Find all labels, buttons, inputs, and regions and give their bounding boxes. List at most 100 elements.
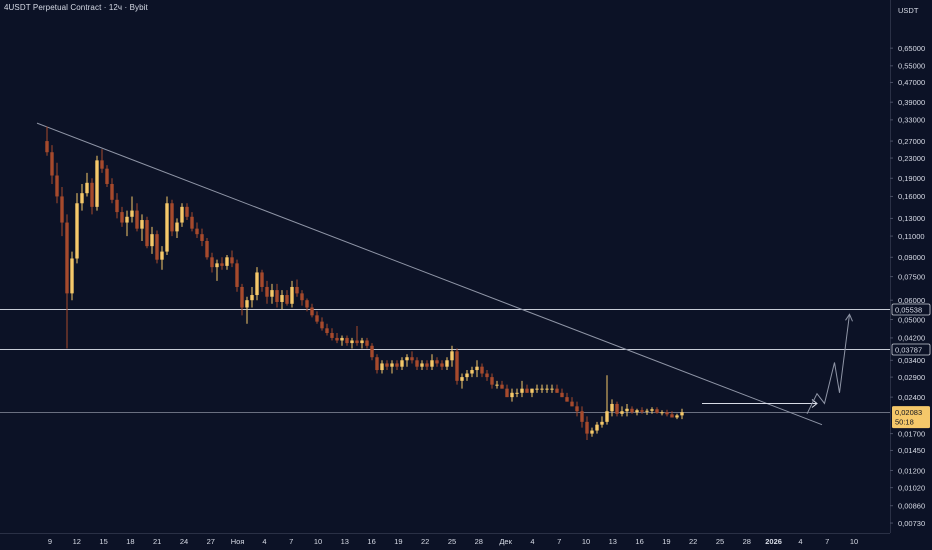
x-tick-label: 7 bbox=[825, 537, 829, 546]
candle-body bbox=[180, 206, 184, 223]
y-tick-label: 0,02900 bbox=[898, 373, 925, 382]
candle-body bbox=[520, 388, 524, 393]
y-tick-label: 0,01200 bbox=[898, 466, 925, 475]
candle-body bbox=[625, 408, 629, 412]
y-tick-label: 0,03400 bbox=[898, 356, 925, 365]
y-tick-label: 0,55000 bbox=[898, 62, 925, 71]
candle-body bbox=[70, 258, 74, 294]
y-tick-label: 0,00860 bbox=[898, 502, 925, 511]
x-tick-label: 22 bbox=[689, 537, 697, 546]
candle-body bbox=[320, 321, 324, 329]
chart-title: 4USDT Perpetual Contract · 12ч · Bybit bbox=[4, 3, 148, 12]
x-tick-label: 10 bbox=[314, 537, 322, 546]
candle-body bbox=[675, 415, 679, 418]
y-tick-label: 0,27000 bbox=[898, 137, 925, 146]
candle-body bbox=[370, 345, 374, 358]
candle-body bbox=[560, 392, 564, 398]
candle-body bbox=[225, 257, 229, 266]
candle-body bbox=[255, 272, 259, 296]
level-tag bbox=[891, 343, 931, 356]
candle-body bbox=[360, 340, 364, 344]
candle-body bbox=[445, 360, 449, 367]
y-tick-label: 0,23000 bbox=[898, 154, 925, 163]
candle-body bbox=[605, 411, 609, 422]
candle-body bbox=[315, 315, 319, 322]
x-tick-label: 12 bbox=[73, 537, 81, 546]
candle-body bbox=[280, 295, 284, 302]
x-tick-label: 27 bbox=[207, 537, 215, 546]
y-tick-label: 0,33000 bbox=[898, 116, 925, 125]
candle-body bbox=[275, 290, 279, 302]
candle-body bbox=[630, 408, 634, 413]
x-tick-label: 28 bbox=[475, 537, 483, 546]
candle-body bbox=[505, 388, 509, 398]
x-tick-label: 15 bbox=[99, 537, 107, 546]
y-tick-label: 0,07500 bbox=[898, 272, 925, 281]
current-price-countdown: 50:18 bbox=[895, 418, 914, 427]
candle-body bbox=[615, 403, 619, 414]
y-tick-label: 0,09000 bbox=[898, 253, 925, 262]
candle-body bbox=[410, 357, 414, 361]
y-tick-label: 0,02400 bbox=[898, 393, 925, 402]
price-axis-panel bbox=[890, 0, 932, 550]
candle-body bbox=[220, 263, 224, 266]
candle-body bbox=[195, 228, 199, 235]
candle-body bbox=[635, 410, 639, 413]
candle-body bbox=[585, 421, 589, 434]
candle-body bbox=[235, 263, 239, 287]
candle-body bbox=[125, 216, 129, 223]
x-tick-label: 24 bbox=[180, 537, 188, 546]
x-tick-label: 7 bbox=[289, 537, 293, 546]
candle-body bbox=[415, 360, 419, 367]
candle-body bbox=[490, 377, 494, 385]
candle-body bbox=[595, 424, 599, 431]
x-tick-label: 4 bbox=[798, 537, 802, 546]
candle-body bbox=[425, 363, 429, 367]
candle-body bbox=[260, 272, 264, 287]
candle-body bbox=[335, 337, 339, 341]
candle-body bbox=[480, 366, 484, 374]
candle-body bbox=[250, 295, 254, 301]
candle-body bbox=[295, 286, 299, 294]
candle-body bbox=[135, 210, 139, 229]
x-tick-label: 28 bbox=[743, 537, 751, 546]
candle-body bbox=[555, 388, 559, 393]
x-tick-label: 25 bbox=[716, 537, 724, 546]
candle-body bbox=[380, 363, 384, 371]
y-tick-label: 0,01020 bbox=[898, 483, 925, 492]
candle-body bbox=[440, 363, 444, 367]
candle-body bbox=[300, 293, 304, 301]
candle-body bbox=[305, 300, 309, 308]
candle-body bbox=[540, 388, 544, 390]
candle-body bbox=[95, 160, 99, 207]
candle-body bbox=[390, 363, 394, 367]
candle-body bbox=[515, 392, 519, 394]
candle-body bbox=[430, 360, 434, 367]
candle-body bbox=[290, 286, 294, 304]
level-tag-label: 0,03787 bbox=[895, 345, 922, 354]
candle-body bbox=[60, 196, 64, 223]
candle-body bbox=[310, 307, 314, 316]
x-tick-label: 4 bbox=[262, 537, 266, 546]
candle-body bbox=[140, 220, 144, 229]
candle-body bbox=[210, 257, 214, 268]
x-tick-label: 16 bbox=[635, 537, 643, 546]
candle-body bbox=[245, 300, 249, 308]
candle-body bbox=[460, 377, 464, 381]
candle-body bbox=[100, 160, 104, 169]
candle-body bbox=[90, 182, 94, 207]
candle-body bbox=[570, 401, 574, 407]
current-price-tag bbox=[892, 406, 930, 429]
candle-body bbox=[455, 351, 459, 381]
candle-body bbox=[325, 328, 329, 334]
candle-body bbox=[395, 363, 399, 367]
level-tag-label: 0,05538 bbox=[895, 305, 922, 314]
y-tick-label: 0,39000 bbox=[898, 98, 925, 107]
candle-body bbox=[270, 290, 274, 297]
candle-body bbox=[375, 357, 379, 371]
candle-body bbox=[405, 357, 409, 361]
candle-body bbox=[420, 363, 424, 367]
candle-body bbox=[670, 414, 674, 418]
